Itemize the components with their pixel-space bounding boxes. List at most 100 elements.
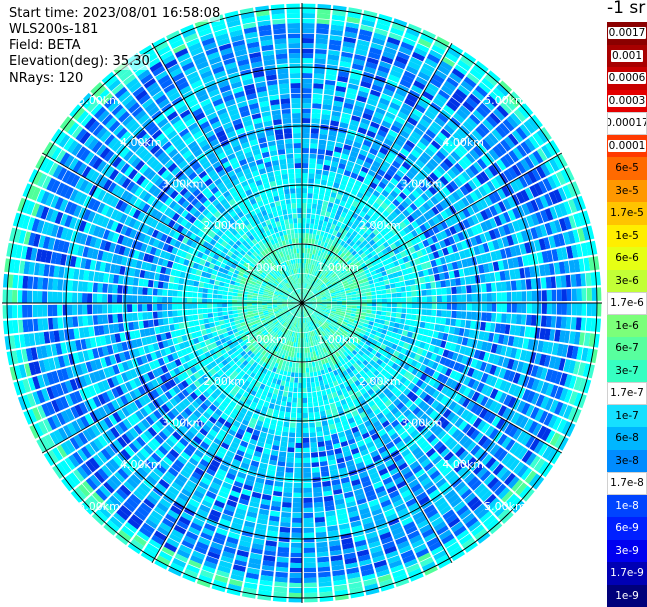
radar-gate <box>302 133 310 139</box>
radar-gate <box>320 294 326 297</box>
radar-gate <box>334 248 340 255</box>
radar-gate <box>302 337 305 343</box>
radar-gate <box>322 252 327 259</box>
radar-gate <box>315 33 329 40</box>
radar-gate <box>326 299 332 302</box>
radar-gate <box>372 236 380 243</box>
radar-gate <box>439 147 449 157</box>
radar-gate <box>339 266 345 272</box>
radar-gate <box>423 230 431 239</box>
radar-gate <box>292 397 298 403</box>
radar-gate <box>310 286 314 291</box>
radar-gate <box>311 299 317 301</box>
radar-gate <box>530 227 539 240</box>
radar-gate <box>328 262 334 268</box>
radar-gate <box>461 259 469 268</box>
radar-gate <box>375 240 383 247</box>
radar-gate <box>432 154 443 165</box>
radar-gate <box>467 179 477 191</box>
radar-gate <box>329 288 335 293</box>
radar-gate <box>466 72 480 85</box>
radar-gate <box>374 28 388 37</box>
radar-gate <box>471 311 477 321</box>
radar-gate <box>490 282 497 292</box>
radar-gate <box>370 193 378 202</box>
radar-gate <box>313 491 323 498</box>
radar-gate <box>303 467 311 473</box>
radar-gate <box>332 246 337 253</box>
radar-gate <box>302 168 309 174</box>
radar-gate <box>340 240 346 247</box>
radar-gate <box>302 437 310 443</box>
radar-gate <box>289 582 302 588</box>
radar-gate <box>340 268 347 274</box>
radar-gate <box>490 177 501 190</box>
radar-gate <box>309 372 314 377</box>
radar-gate <box>302 202 307 209</box>
radar-gate <box>328 44 341 51</box>
radar-gate <box>457 85 470 96</box>
radar-gate <box>352 167 360 175</box>
radar-gate <box>363 214 371 221</box>
radar-gate <box>305 238 309 244</box>
radar-gate <box>324 253 330 260</box>
radar-gate <box>335 278 341 283</box>
radar-gate <box>482 119 494 131</box>
radar-gate <box>385 284 391 290</box>
radar-gate <box>471 293 477 302</box>
radar-gate <box>496 83 510 97</box>
radar-gate <box>342 248 349 255</box>
radar-gate <box>431 288 437 296</box>
radar-gate <box>437 265 444 273</box>
radar-gate <box>483 195 493 207</box>
radar-gate <box>385 289 391 294</box>
radar-gate <box>353 270 360 276</box>
radar-gate <box>415 172 425 182</box>
radar-gate <box>471 284 477 293</box>
radar-gate <box>424 275 431 283</box>
radar-gate <box>441 303 447 310</box>
radar-gate <box>394 240 402 248</box>
radar-gate <box>318 143 326 150</box>
radar-gate <box>346 295 352 298</box>
radar-gate <box>320 410 326 417</box>
radar-gate <box>364 66 376 75</box>
radar-gate <box>312 288 317 293</box>
radar-gate <box>317 154 325 160</box>
radar-gate <box>572 197 582 212</box>
radar-gate <box>373 111 385 120</box>
radar-gate <box>358 229 366 236</box>
radar-gate <box>302 82 312 89</box>
radar-gate <box>304 294 309 300</box>
radar-gate <box>444 218 453 228</box>
radar-gate <box>377 168 386 177</box>
radar-gate <box>440 220 448 230</box>
radar-gate <box>322 270 327 276</box>
radar-gate <box>462 208 471 218</box>
radar-gate <box>355 158 364 166</box>
radar-gate <box>365 243 372 250</box>
radar-gate <box>350 264 357 270</box>
radar-gate <box>406 267 413 274</box>
radar-gate <box>303 278 305 284</box>
radar-gate <box>322 394 328 401</box>
radar-gate <box>312 88 323 94</box>
radar-gate <box>395 224 403 232</box>
radar-gate <box>329 196 336 203</box>
radar-gate <box>345 186 352 194</box>
radar-gate <box>372 177 381 186</box>
radar-gate <box>312 103 322 109</box>
radar-gate <box>450 165 461 176</box>
radar-gate <box>469 149 480 161</box>
radar-gate <box>407 60 421 71</box>
radar-gate <box>286 401 292 407</box>
radar-gate <box>393 173 402 182</box>
radar-gate <box>367 186 375 194</box>
radar-gate <box>545 315 552 328</box>
radar-gate <box>302 397 308 403</box>
radar-gate <box>354 261 361 268</box>
radar-gate <box>293 487 302 494</box>
radar-gate <box>307 402 313 408</box>
radar-gate <box>318 571 331 578</box>
radar-gate <box>393 277 400 283</box>
